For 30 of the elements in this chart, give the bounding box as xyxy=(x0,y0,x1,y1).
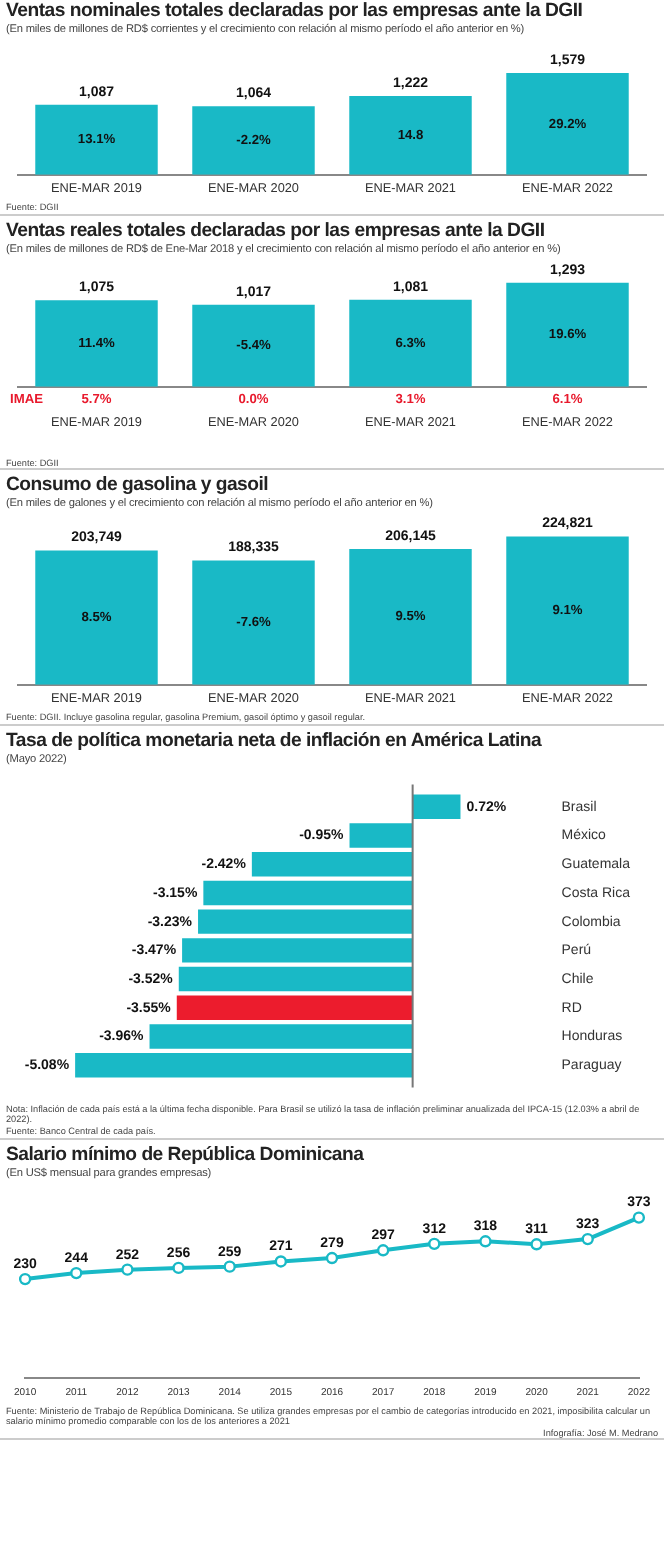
point xyxy=(18,1272,32,1285)
point xyxy=(479,1234,492,1247)
bar xyxy=(35,299,158,386)
point xyxy=(274,1254,288,1267)
bar xyxy=(506,281,629,386)
point xyxy=(428,1236,441,1250)
bar xyxy=(349,96,472,175)
chart-title: Salario mínimo de República Dominicana xyxy=(6,1143,366,1168)
point xyxy=(581,1232,594,1245)
point xyxy=(70,1266,83,1279)
point xyxy=(376,1243,390,1256)
bar xyxy=(349,298,472,386)
chart-title: Consumo de gasolina y gasoil xyxy=(6,474,271,497)
bar xyxy=(192,560,315,686)
bar xyxy=(506,536,629,686)
bar xyxy=(192,106,315,175)
point xyxy=(530,1237,543,1250)
point xyxy=(172,1260,185,1274)
point xyxy=(325,1250,339,1264)
chart-title: Ventas reales totales declaradas por las empresas ante la DGII xyxy=(6,219,547,243)
chart-title: Ventas nominales totales declaradas por las empresas ante la DGII xyxy=(6,0,585,23)
bar xyxy=(35,104,158,175)
point xyxy=(223,1259,236,1272)
bar xyxy=(35,550,158,686)
point xyxy=(121,1262,134,1275)
chart-title: Tasa de política monetaria neta de inflación en América Latina xyxy=(6,729,544,754)
bar xyxy=(192,304,315,386)
point xyxy=(632,1210,646,1223)
bar xyxy=(506,73,629,175)
bar xyxy=(349,549,472,686)
